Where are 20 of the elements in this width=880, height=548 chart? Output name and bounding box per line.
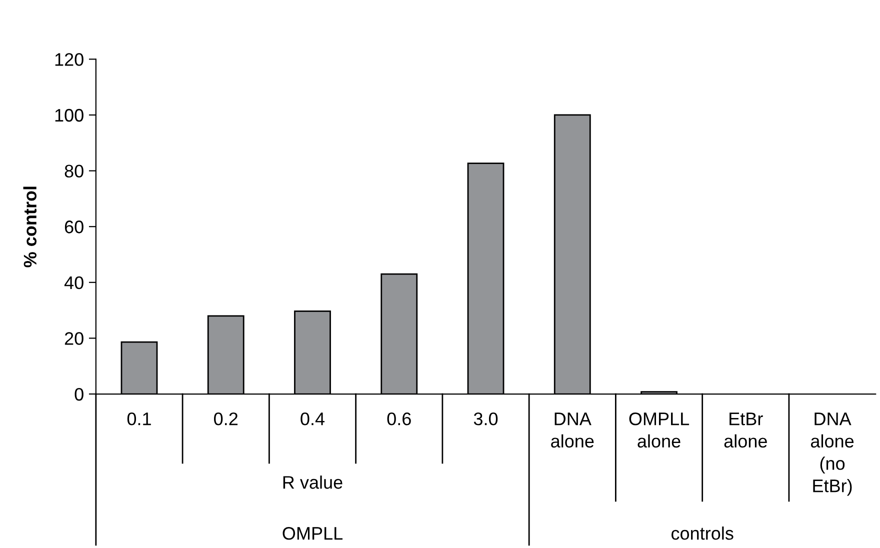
y-axis-title: % control xyxy=(23,186,37,268)
x-tick-label: 3.0 xyxy=(474,412,498,426)
y-tick-label: 60 xyxy=(64,220,84,234)
x-tick-label: EtBr alone xyxy=(724,412,767,448)
x-tick-label: 0.1 xyxy=(127,412,151,426)
text: R value xyxy=(283,476,342,489)
y-tick-label: 100 xyxy=(55,108,84,122)
x-tick-label: 0.2 xyxy=(214,412,238,426)
text: controls xyxy=(671,526,734,540)
x-tick-label: DNA alone (no EtBr) xyxy=(810,412,854,496)
text: OMPLL xyxy=(282,527,343,540)
y-tick-label: 120 xyxy=(55,53,84,66)
y-tick-label: 20 xyxy=(64,332,84,345)
x-tick-label: OMPLL alone xyxy=(629,412,690,448)
y-tick-label: 80 xyxy=(64,164,84,178)
x-tick-label: 0.6 xyxy=(387,412,411,426)
y-tick-label: 40 xyxy=(64,276,84,290)
x-tick-label: 0.4 xyxy=(300,412,325,426)
x-tick-label: DNA alone xyxy=(551,412,594,448)
y-tick-label: 0 xyxy=(74,388,84,401)
